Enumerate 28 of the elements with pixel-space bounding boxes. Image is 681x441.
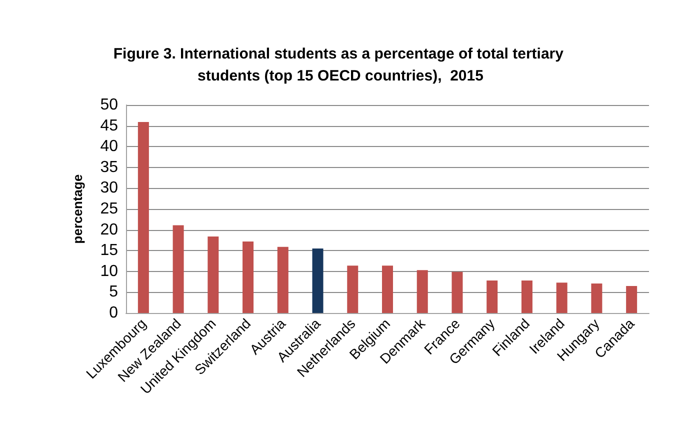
- bar: [486, 280, 498, 313]
- y-axis-title: percentage: [70, 174, 85, 244]
- bar: [556, 282, 568, 313]
- bar: [626, 286, 638, 313]
- y-tick-label: 45: [100, 117, 118, 134]
- y-tick-label: 25: [100, 200, 118, 218]
- y-tick-label: 40: [100, 138, 118, 156]
- bar: [172, 225, 184, 313]
- y-tick-label: 5: [109, 284, 118, 301]
- bar: [521, 280, 532, 313]
- y-tick-label: 15: [100, 242, 118, 260]
- bar: [591, 283, 602, 313]
- y-tick-label: 50: [100, 96, 118, 114]
- bar: [382, 266, 393, 313]
- y-tick-label: 10: [100, 262, 118, 280]
- y-tick-label: 35: [100, 158, 118, 176]
- y-tick-label: 20: [100, 221, 118, 238]
- y-tick-label: 30: [100, 180, 118, 197]
- bar: [138, 122, 149, 313]
- bar: [347, 266, 358, 313]
- bar: [277, 246, 288, 313]
- bar: [208, 236, 219, 313]
- bar: [312, 248, 324, 313]
- bar: [452, 272, 463, 313]
- bar: [416, 270, 428, 313]
- chart-title: Figure 3. International students as a percentage of total tertiary students (top 15 OECD countries), 2015: [113, 46, 568, 84]
- y-tick-label: 0: [109, 304, 118, 322]
- bar: [242, 241, 254, 313]
